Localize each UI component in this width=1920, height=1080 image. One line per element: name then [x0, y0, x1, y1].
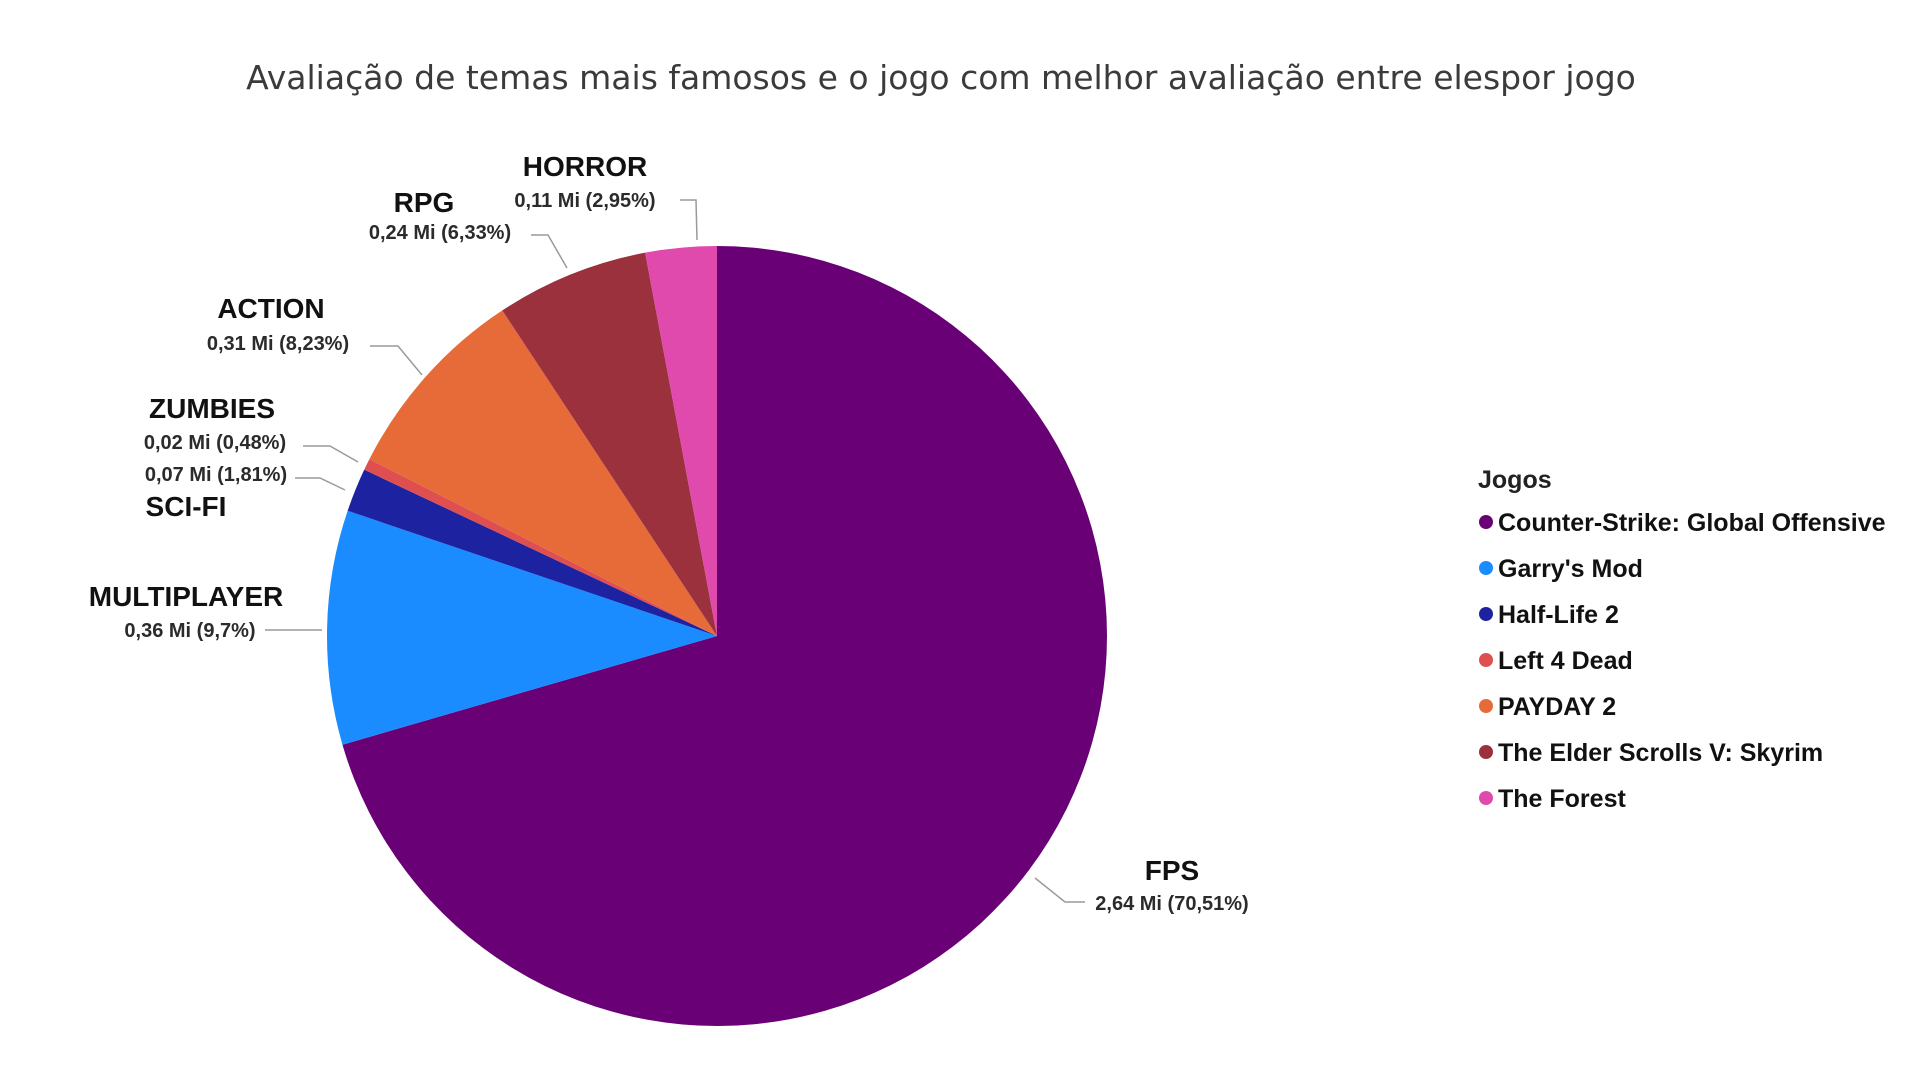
pie-slice-sci-fi	[347, 469, 717, 636]
slice-value-label-horror: 0,11 Mi (2,95%)	[514, 190, 655, 212]
slice-category-label-action: ACTION	[217, 293, 324, 324]
leader-line-rpg	[531, 234, 568, 269]
chart-title: Avaliação de temas mais famosos e o jogo…	[246, 58, 1636, 97]
legend-marker	[1479, 699, 1493, 713]
pie-slice-action	[369, 310, 717, 636]
legend-item-label: Garry's Mod	[1498, 555, 1643, 583]
slice-category-label-fps: FPS	[1145, 855, 1199, 886]
slice-value-label-sci-fi: 0,07 Mi (1,81%)	[145, 464, 287, 486]
slice-category-label-sci-fi: SCI-FI	[146, 491, 227, 522]
legend-marker	[1479, 515, 1493, 529]
legend-item-label: Counter-Strike: Global Offensive	[1498, 509, 1886, 537]
legend-item-label: The Elder Scrolls V: Skyrim	[1498, 739, 1823, 767]
pie-slice-zumbies	[364, 459, 717, 636]
legend-item-label: Left 4 Dead	[1498, 647, 1633, 675]
leader-line-zumbies	[303, 445, 359, 463]
leader-line-horror	[680, 199, 698, 241]
slice-value-label-action: 0,31 Mi (8,23%)	[207, 333, 349, 355]
leader-line-action	[370, 345, 423, 376]
legend-marker	[1479, 653, 1493, 667]
slice-value-label-rpg: 0,24 Mi (6,33%)	[369, 222, 511, 244]
slice-value-label-multiplayer: 0,36 Mi (9,7%)	[124, 620, 255, 642]
pie-slices	[327, 246, 1107, 1026]
pie-slice-multiplayer	[327, 510, 717, 745]
slice-category-label-multiplayer: MULTIPLAYER	[89, 581, 283, 612]
slice-category-label-horror: HORROR	[523, 151, 647, 182]
legend: Jogos Counter-Strike: Global Offensive Ga…	[1478, 466, 1886, 813]
leader-line-fps	[1034, 877, 1085, 903]
slice-category-label-zumbies: ZUMBIES	[149, 393, 275, 424]
leader-line-sci-fi	[295, 477, 346, 491]
legend-item-label: Half-Life 2	[1498, 601, 1619, 629]
legend-marker	[1479, 607, 1493, 621]
legend-marker	[1479, 561, 1493, 575]
legend-item-label: PAYDAY 2	[1498, 693, 1616, 721]
slice-labels: FPS 2,64 Mi (70,51%) MULTIPLAYER 0,36 Mi (9…	[89, 151, 1249, 915]
legend-marker	[1479, 791, 1493, 805]
legend-title: Jogos	[1478, 466, 1552, 494]
legend-item-label: The Forest	[1498, 785, 1626, 813]
legend-marker	[1479, 745, 1493, 759]
pie-slice-rpg	[502, 252, 717, 636]
slice-category-label-rpg: RPG	[394, 187, 455, 218]
pie-slice-fps	[342, 246, 1107, 1026]
slice-value-label-fps: 2,64 Mi (70,51%)	[1095, 893, 1248, 915]
pie-slice-horror	[645, 246, 717, 636]
slice-value-label-zumbies: 0,02 Mi (0,48%)	[144, 432, 286, 454]
